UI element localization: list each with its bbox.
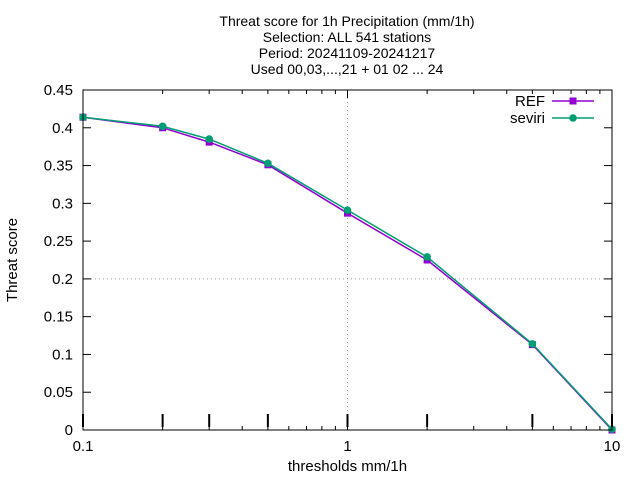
chart-title: Threat score for 1h Precipitation (mm/1h… xyxy=(219,13,474,77)
title-line: Used 00,03,...,21 + 01 02 ... 24 xyxy=(251,61,444,77)
data-point xyxy=(528,340,537,348)
y-tick-label: 0.05 xyxy=(44,384,73,401)
x-axis-label: thresholds mm/1h xyxy=(288,458,407,475)
series-line xyxy=(82,116,613,431)
data-point xyxy=(205,135,213,143)
x-tick-label: 1 xyxy=(343,438,351,455)
y-axis-label: Threat score xyxy=(4,218,21,302)
legend-marker xyxy=(569,97,577,105)
legend-label: seviri xyxy=(510,110,545,127)
x-tick-label: 10 xyxy=(604,438,621,455)
data-point xyxy=(158,122,167,131)
legend-label: REF xyxy=(515,93,545,110)
y-tick-label: 0.2 xyxy=(52,271,73,288)
series-line xyxy=(82,116,613,430)
y-tick-label: 0.3 xyxy=(52,195,73,212)
y-tick-label: 0.4 xyxy=(52,120,73,137)
y-tick-label: 0.35 xyxy=(44,158,73,175)
data-point xyxy=(343,206,352,214)
x-tick-label: 0.1 xyxy=(73,438,94,455)
y-tick-label: 0.1 xyxy=(52,346,73,363)
title-line: Selection: ALL 541 stations xyxy=(263,29,431,45)
axes: 0 0.05 0.1 0.15 0.2 0.25 0.3 0.35 0.4 0.45 0.1 1 10 xyxy=(44,82,621,455)
series-REF xyxy=(79,113,616,434)
title-line: Period: 20241109-20241217 xyxy=(259,45,436,61)
title-line: Threat score for 1h Precipitation (mm/1h… xyxy=(219,13,474,29)
y-tick-label: 0.45 xyxy=(44,82,73,99)
y-tick-label: 0.25 xyxy=(44,233,73,250)
legend-marker xyxy=(569,114,577,122)
grid-lines xyxy=(83,90,612,430)
y-tick-label: 0 xyxy=(65,422,73,439)
series-layer xyxy=(79,113,616,434)
data-point xyxy=(264,159,272,168)
data-point xyxy=(423,253,431,261)
y-tick-label: 0.15 xyxy=(44,309,73,326)
series-seviri xyxy=(79,113,616,434)
